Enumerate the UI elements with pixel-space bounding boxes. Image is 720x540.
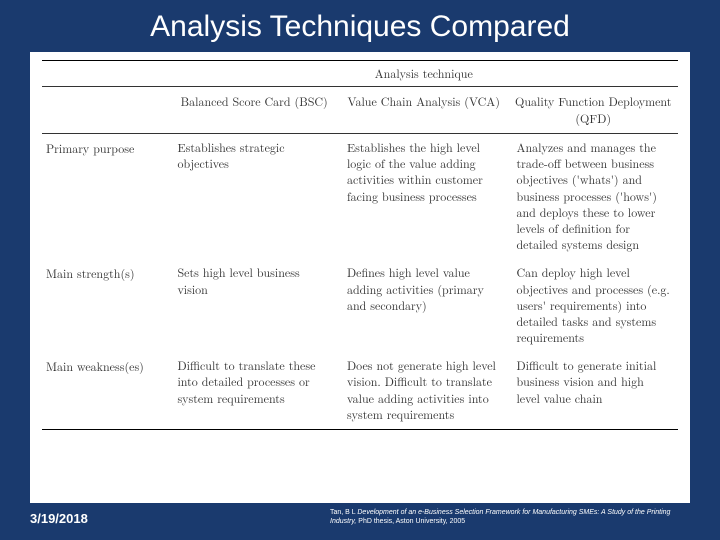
row-label: Main weakness(es) [42,352,169,429]
row-label: Primary purpose [42,134,169,260]
cell-r2-c3: Can deploy high level objectives and pro… [508,259,678,352]
cell-r1-c1: Establishes strategic objectives [169,134,339,260]
cell-r2-c2: Defines high level value adding activiti… [339,259,509,352]
row-label: Main strength(s) [42,259,169,352]
table-column-header-row: Balanced Score Card (BSC) Value Chain An… [42,87,678,134]
slide-title: Analysis Techniques Compared [0,0,720,52]
table-container: Analysis technique Balanced Score Card (… [30,52,690,503]
cell-r2-c1: Sets high level business vision [169,259,339,352]
citation-author: Tan, B L [330,509,357,516]
empty-cell [42,61,169,87]
footer-date: 3/19/2018 [30,511,88,526]
footer-citation: Tan, B L Development of an e-Business Se… [330,509,690,526]
table-super-header-row: Analysis technique [42,61,678,87]
table-row: Main weakness(es) Difficult to translate… [42,352,678,429]
cell-r1-c3: Analyzes and manages the trade-off betwe… [508,134,678,260]
comparison-table: Analysis technique Balanced Score Card (… [42,60,678,430]
slide-footer: 3/19/2018 Tan, B L Development of an e-B… [0,503,720,540]
super-header-cell: Analysis technique [169,61,678,87]
col-header-qfd: Quality Function Deployment (QFD) [508,87,678,134]
cell-r3-c1: Difficult to translate these into detail… [169,352,339,429]
cell-r3-c3: Difficult to generate initial business v… [508,352,678,429]
col-header-bsc: Balanced Score Card (BSC) [169,87,339,134]
slide: Analysis Techniques Compared Analysis te… [0,0,720,540]
cell-r3-c2: Does not generate high level vision. Dif… [339,352,509,429]
empty-cell [42,87,169,134]
table-row: Main strength(s) Sets high level busines… [42,259,678,352]
table-row: Primary purpose Establishes strategic ob… [42,134,678,260]
col-header-vca: Value Chain Analysis (VCA) [339,87,509,134]
citation-rest: PhD thesis, Aston University, 2005 [356,518,465,525]
cell-r1-c2: Establishes the high level logic of the … [339,134,509,260]
